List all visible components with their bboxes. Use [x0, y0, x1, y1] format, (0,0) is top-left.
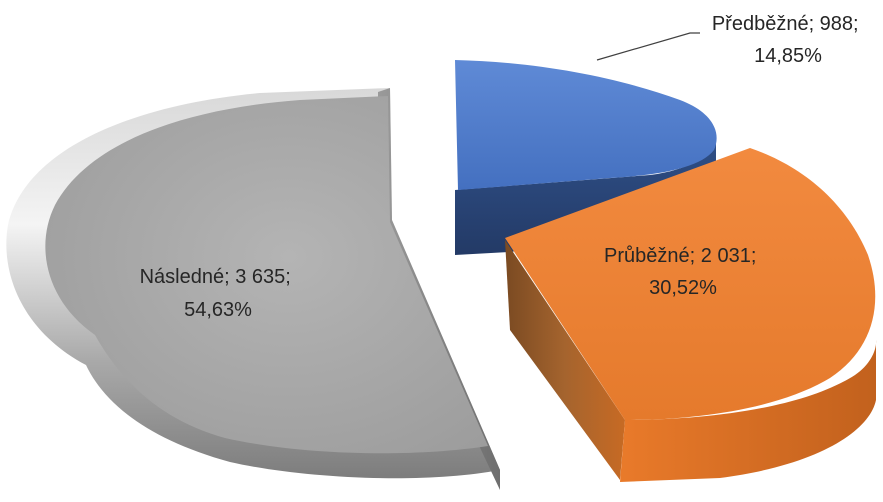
slice-prubezne-rim — [620, 340, 877, 482]
slice-prubezne-cut — [505, 240, 625, 480]
label-predbezne-line2: 14,85% — [754, 45, 822, 67]
label-predbezne: Předběžné; 988; 14,85% — [712, 13, 864, 67]
label-prubezne: Průběžné; 2 031; 30,52% — [604, 245, 762, 299]
slice-predbezne-top — [455, 60, 717, 190]
slice-nasledne-cut — [378, 88, 500, 490]
slice-nasledne-top — [45, 96, 489, 454]
label-predbezne-line1: Předběžné; 988; — [712, 13, 859, 35]
label-nasledne: Následné; 3 635; 54,63% — [140, 266, 297, 321]
slice-prubezne-top — [505, 148, 876, 420]
label-prubezne-line2: 30,52% — [649, 277, 717, 299]
label-prubezne-line1: Průběžné; 2 031; — [604, 245, 756, 267]
predbezne-leader-line — [596, 32, 700, 61]
label-nasledne-line2: 54,63% — [184, 299, 252, 321]
slice-prubezne — [505, 148, 877, 482]
label-nasledne-line1: Následné; 3 635; — [140, 266, 291, 288]
slice-nasledne — [6, 88, 501, 490]
